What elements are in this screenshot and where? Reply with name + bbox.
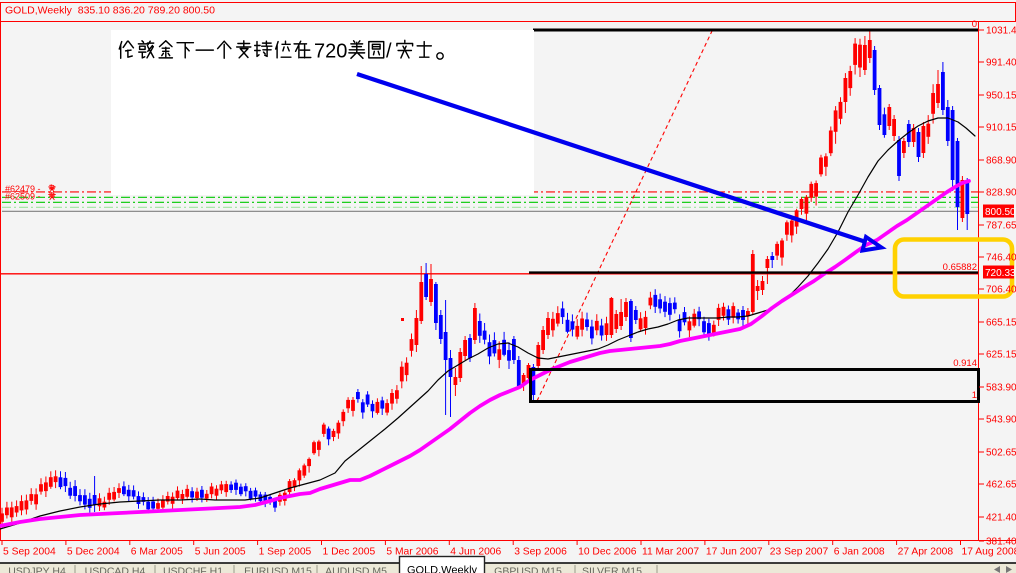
svg-text:6 Jan 2008: 6 Jan 2008: [834, 547, 885, 558]
svg-text:GBPUSD M15: GBPUSD M15: [494, 566, 562, 573]
svg-text:421.40: 421.40: [986, 513, 1016, 524]
svg-text:462.65: 462.65: [986, 480, 1016, 491]
svg-text:381.40: 381.40: [986, 537, 1016, 548]
svg-text:828.90: 828.90: [986, 188, 1016, 199]
svg-text:625.15: 625.15: [986, 350, 1016, 361]
svg-text:6 Mar 2005: 6 Mar 2005: [131, 547, 183, 558]
svg-text:910.15: 910.15: [986, 123, 1016, 134]
svg-text:720: 720: [314, 41, 347, 63]
svg-text:USDJPY H4: USDJPY H4: [8, 566, 66, 573]
svg-text:1 Dec 2005: 1 Dec 2005: [323, 547, 376, 558]
svg-text:950.15: 950.15: [986, 91, 1016, 102]
svg-text:GOLD,Weekly: GOLD,Weekly: [407, 565, 478, 573]
svg-text:706.40: 706.40: [986, 285, 1016, 296]
svg-text:10 Dec 2006: 10 Dec 2006: [578, 547, 637, 558]
svg-text:23 Sep 2007: 23 Sep 2007: [770, 547, 829, 558]
svg-text:5 Jun 2005: 5 Jun 2005: [195, 547, 246, 558]
svg-text:#62509 -: #62509 -: [5, 192, 41, 202]
svg-text:4 Jun 2006: 4 Jun 2006: [450, 547, 501, 558]
svg-text:0.65882: 0.65882: [943, 262, 977, 273]
svg-text:27 Apr 2008: 27 Apr 2008: [898, 547, 954, 558]
svg-text:SILVER M15: SILVER M15: [582, 566, 642, 573]
svg-text:#62479 -: #62479 -: [5, 184, 41, 194]
svg-text:991.40: 991.40: [986, 58, 1016, 69]
svg-text:0: 0: [972, 19, 977, 30]
svg-text:1 Sep 2005: 1 Sep 2005: [259, 547, 312, 558]
svg-text:583.90: 583.90: [986, 383, 1016, 394]
svg-text:USDCHF H1: USDCHF H1: [163, 566, 223, 573]
svg-text:5 Mar 2006: 5 Mar 2006: [386, 547, 438, 558]
svg-text:868.90: 868.90: [986, 156, 1016, 167]
svg-text:543.90: 543.90: [986, 415, 1016, 426]
svg-text:USDCAD H4: USDCAD H4: [85, 566, 146, 573]
svg-text:1031.40: 1031.40: [986, 26, 1016, 37]
svg-text:5 Sep 2004: 5 Sep 2004: [3, 547, 56, 558]
svg-text:EURUSD M15: EURUSD M15: [244, 566, 312, 573]
svg-text:665.15: 665.15: [986, 318, 1016, 329]
svg-text:5 Dec 2004: 5 Dec 2004: [67, 547, 120, 558]
svg-text:746.40: 746.40: [986, 253, 1016, 264]
svg-text:3 Sep 2006: 3 Sep 2006: [514, 547, 567, 558]
svg-text:17 Jun 2007: 17 Jun 2007: [706, 547, 763, 558]
svg-text:11 Mar 2007: 11 Mar 2007: [642, 547, 699, 558]
svg-text:0.914: 0.914: [953, 358, 977, 369]
svg-text:720.33: 720.33: [985, 268, 1016, 279]
svg-text:17 Aug 2008: 17 Aug 2008: [962, 547, 1016, 558]
svg-text:GOLD,Weekly 835.10 836.20 789: GOLD,Weekly 835.10 836.20 789.20 800.50: [5, 5, 215, 17]
svg-text:1: 1: [972, 390, 977, 401]
svg-text:787.65: 787.65: [986, 221, 1016, 232]
svg-text:502.65: 502.65: [986, 448, 1016, 459]
svg-text:AUDUSD M5: AUDUSD M5: [325, 566, 387, 573]
svg-text:800.50: 800.50: [985, 207, 1016, 218]
svg-text:/: /: [386, 41, 392, 63]
